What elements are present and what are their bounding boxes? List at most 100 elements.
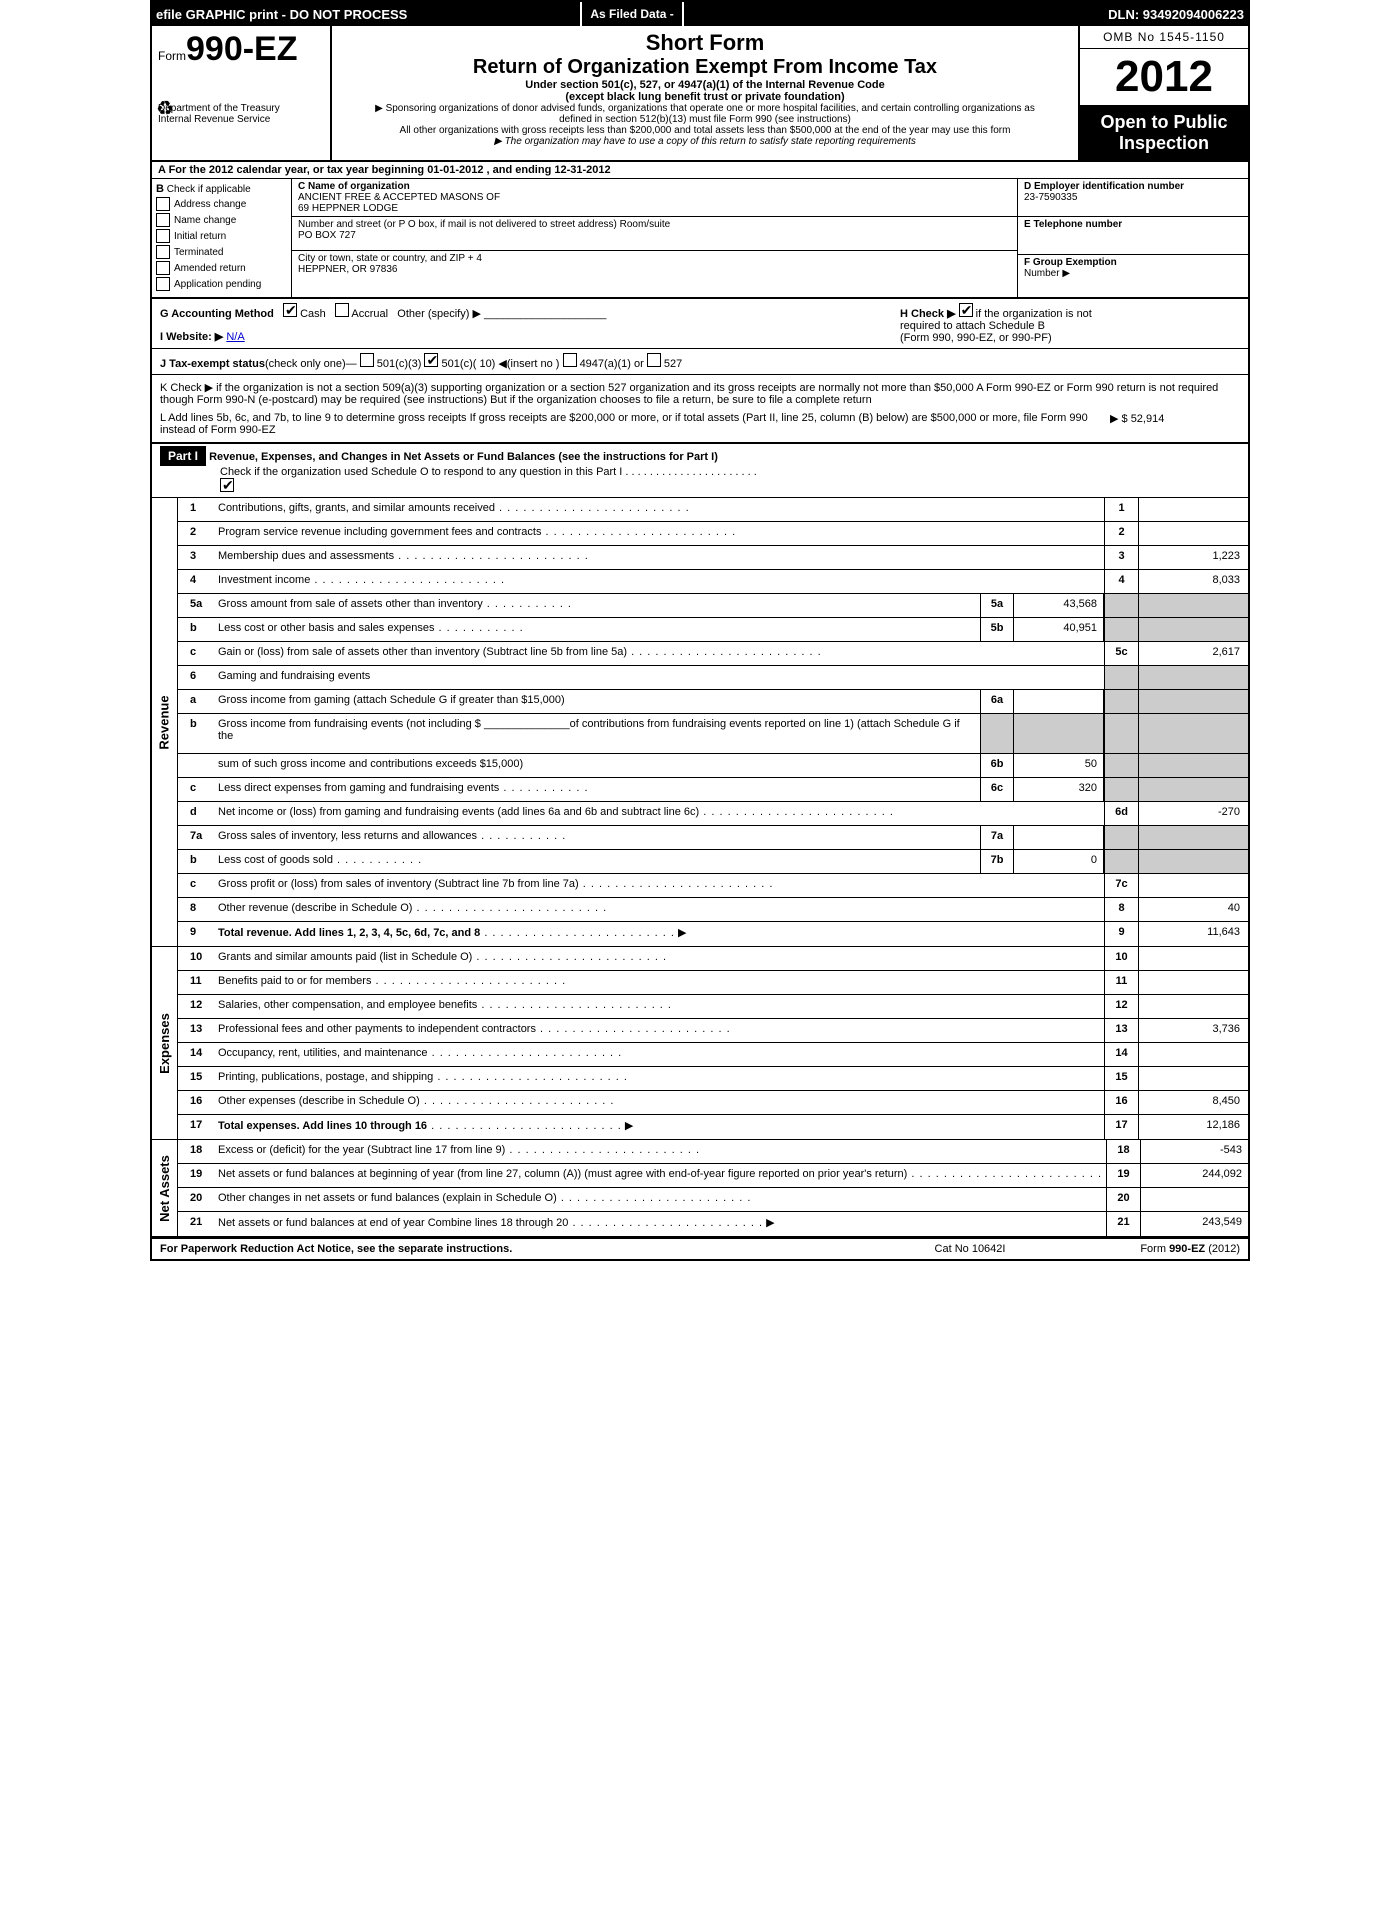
- line-8: 8 Other revenue (describe in Schedule O)…: [178, 898, 1248, 922]
- ein-value: 23-7590335: [1024, 192, 1077, 203]
- line-14: 14 Occupancy, rent, utilities, and maint…: [178, 1043, 1248, 1067]
- h-t3: required to attach Schedule B: [900, 320, 1045, 332]
- topbar-mid: As Filed Data -: [580, 2, 683, 26]
- chk-app-pending[interactable]: Application pending: [156, 277, 287, 291]
- line-c: c Gain or (loss) from sale of assets oth…: [178, 642, 1248, 666]
- chk-accrual[interactable]: [335, 303, 349, 317]
- c-name-lbl: C Name of organization: [298, 181, 410, 192]
- org-name-2: 69 HEPPNER LODGE: [298, 203, 398, 214]
- small-text-2: All other organizations with gross recei…: [338, 125, 1072, 136]
- footer-left: For Paperwork Reduction Act Notice, see …: [160, 1243, 870, 1255]
- k-text: K Check ▶ if the organization is not a s…: [160, 381, 1240, 406]
- part-i-header: Part I Revenue, Expenses, and Changes in…: [152, 444, 1248, 498]
- tax-year: 2012: [1080, 49, 1248, 106]
- d-lbl: D Employer identification number: [1024, 181, 1184, 192]
- checkbox-icon: [156, 197, 170, 211]
- form-title: Return of Organization Exempt From Incom…: [338, 56, 1072, 79]
- chk-cash[interactable]: [283, 303, 297, 317]
- chk-501c3[interactable]: [360, 353, 374, 367]
- form-header: Form990-EZ ♻ Department of the Treasury …: [152, 26, 1248, 162]
- row-gih: G Accounting Method Cash Accrual Other (…: [152, 299, 1248, 349]
- small-text-1: ▶ Sponsoring organizations of donor advi…: [338, 103, 1072, 125]
- chk-terminated[interactable]: Terminated: [156, 245, 287, 259]
- g-accrual: Accrual: [351, 308, 388, 320]
- l-text: L Add lines 5b, 6c, and 7b, to line 9 to…: [160, 412, 1100, 436]
- chk-name-change[interactable]: Name change: [156, 213, 287, 227]
- b-title: B: [156, 183, 164, 195]
- opt-2: Initial return: [174, 231, 226, 242]
- efile-topbar: efile GRAPHIC print - DO NOT PROCESS As …: [152, 2, 1248, 26]
- omb-number: OMB No 1545-1150: [1080, 26, 1248, 49]
- h-box: H Check ▶ if the organization is not req…: [900, 303, 1240, 344]
- line-6: 6Gaming and fundraising events: [178, 666, 1248, 690]
- checkbox-icon: [156, 277, 170, 291]
- chk-schedule-o[interactable]: [220, 478, 234, 492]
- form-number: 990-EZ: [186, 30, 298, 68]
- e-lbl: E Telephone number: [1024, 219, 1122, 230]
- line-17: 17 Total expenses. Add lines 10 through …: [178, 1115, 1248, 1139]
- checkbox-icon: [156, 261, 170, 275]
- j-o1: 501(c)(3): [377, 358, 422, 370]
- header-center: Short Form Return of Organization Exempt…: [332, 26, 1078, 160]
- footer-right: Form 990-EZ (2012): [1070, 1243, 1240, 1255]
- opt-5: Application pending: [174, 279, 261, 290]
- line-15: 15 Printing, publications, postage, and …: [178, 1067, 1248, 1091]
- revenue-block: Revenue 1 Contributions, gifts, grants, …: [152, 498, 1248, 947]
- chk-address-change[interactable]: Address change: [156, 197, 287, 211]
- j-lbl: J Tax-exempt status: [160, 358, 265, 370]
- l-amount: ▶ $ 52,914: [1100, 412, 1240, 436]
- chk-h[interactable]: [959, 303, 973, 317]
- j-o3: 4947(a)(1) or: [580, 358, 644, 370]
- h-t1: H Check ▶: [900, 308, 956, 320]
- recycle-icon: ♻: [156, 96, 174, 121]
- page-footer: For Paperwork Reduction Act Notice, see …: [152, 1238, 1248, 1259]
- footer-mid: Cat No 10642I: [870, 1243, 1070, 1255]
- netassets-block: Net Assets 18 Excess or (deficit) for th…: [152, 1140, 1248, 1238]
- line-6b-1: b Gross income from fundraising events (…: [178, 714, 1248, 754]
- line-c: c Gross profit or (loss) from sales of i…: [178, 874, 1248, 898]
- chk-527[interactable]: [647, 353, 661, 367]
- small-text-3: ▶ The organization may have to use a cop…: [338, 136, 1072, 147]
- row-a-text: A For the 2012 calendar year, or tax yea…: [158, 164, 611, 176]
- line-19: 19 Net assets or fund balances at beginn…: [178, 1164, 1250, 1188]
- chk-amended[interactable]: Amended return: [156, 261, 287, 275]
- short-form-title: Short Form: [338, 30, 1072, 56]
- revenue-side-label: Revenue: [152, 498, 178, 946]
- open-public-box: Open to Public Inspection: [1080, 106, 1248, 160]
- expenses-block: Expenses 10 Grants and similar amounts p…: [152, 947, 1248, 1140]
- opt-3: Terminated: [174, 247, 223, 258]
- line-d: d Net income or (loss) from gaming and f…: [178, 802, 1248, 826]
- irs-label: Internal Revenue Service: [158, 114, 324, 125]
- line-1: 1 Contributions, gifts, grants, and simi…: [178, 498, 1248, 522]
- g-other: Other (specify) ▶: [397, 308, 481, 320]
- header-right: OMB No 1545-1150 2012 Open to Public Ins…: [1078, 26, 1248, 160]
- topbar-dln: DLN: 93492094006223: [1108, 7, 1248, 22]
- col-c: C Name of organization ANCIENT FREE & AC…: [292, 179, 1018, 297]
- website-value[interactable]: N/A: [226, 331, 244, 343]
- org-city: HEPPNER, OR 97836: [298, 264, 398, 275]
- subtitle-2: (except black lung benefit trust or priv…: [338, 91, 1072, 103]
- checkbox-icon: [156, 213, 170, 227]
- checkbox-icon: [156, 229, 170, 243]
- form-page: efile GRAPHIC print - DO NOT PROCESS As …: [150, 0, 1250, 1261]
- chk-initial-return[interactable]: Initial return: [156, 229, 287, 243]
- line-21: 21 Net assets or fund balances at end of…: [178, 1212, 1250, 1236]
- part-i-title: Revenue, Expenses, and Changes in Net As…: [209, 451, 718, 463]
- line-6a: a Gross income from gaming (attach Sched…: [178, 690, 1248, 714]
- line-10: 10 Grants and similar amounts paid (list…: [178, 947, 1248, 971]
- part-i-sub: Check if the organization used Schedule …: [160, 466, 757, 478]
- chk-4947[interactable]: [563, 353, 577, 367]
- netassets-side-label: Net Assets: [152, 1140, 178, 1236]
- line-6b-2: sum of such gross income and contributio…: [178, 754, 1248, 778]
- part-i-badge: Part I: [160, 446, 206, 466]
- line-3: 3 Membership dues and assessments 3 1,22…: [178, 546, 1248, 570]
- f-lbl: F Group Exemption: [1024, 257, 1117, 268]
- opt-1: Name change: [174, 215, 236, 226]
- col-def: D Employer identification number23-75903…: [1018, 179, 1248, 297]
- expenses-side-label: Expenses: [152, 947, 178, 1139]
- line-2: 2 Program service revenue including gove…: [178, 522, 1248, 546]
- chk-501c[interactable]: [424, 353, 438, 367]
- g-cash: Cash: [300, 308, 326, 320]
- col-b: B Check if applicable Address change Nam…: [152, 179, 292, 297]
- line-13: 13 Professional fees and other payments …: [178, 1019, 1248, 1043]
